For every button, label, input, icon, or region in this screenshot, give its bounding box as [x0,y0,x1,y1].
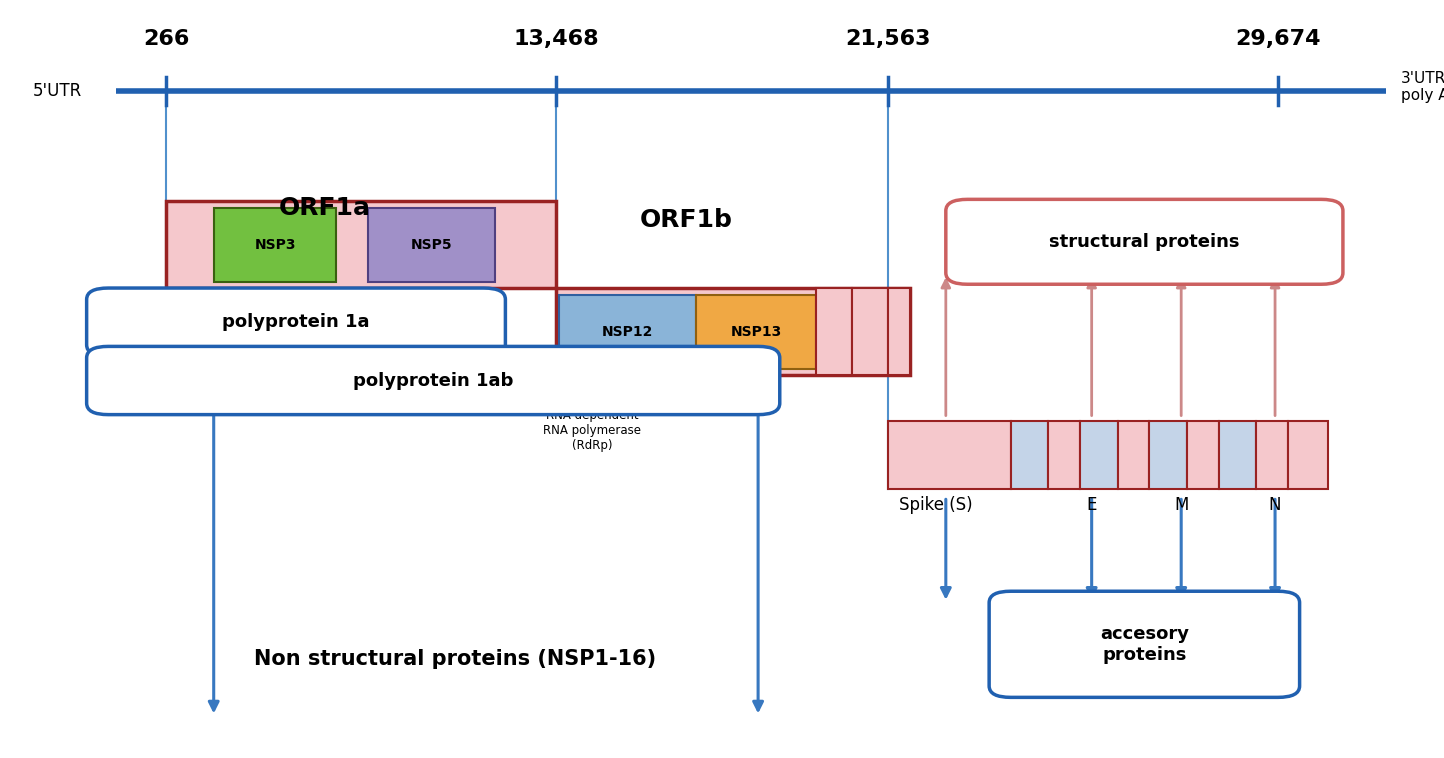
Text: NSP13: NSP13 [731,325,781,339]
FancyBboxPatch shape [1219,421,1256,489]
Text: ORF1a: ORF1a [279,196,371,221]
FancyBboxPatch shape [556,288,910,375]
FancyBboxPatch shape [852,288,888,375]
FancyBboxPatch shape [1118,421,1149,489]
FancyBboxPatch shape [1011,421,1048,489]
FancyBboxPatch shape [214,208,336,282]
Text: 21,563: 21,563 [845,30,931,49]
Text: 5'UTR: 5'UTR [33,82,82,100]
FancyBboxPatch shape [368,208,495,282]
FancyBboxPatch shape [1080,421,1118,489]
FancyBboxPatch shape [166,201,556,288]
FancyBboxPatch shape [1187,421,1219,489]
Text: Spike (S): Spike (S) [900,496,972,515]
Text: NSP12: NSP12 [602,325,653,339]
Text: E: E [1086,496,1097,515]
FancyBboxPatch shape [888,421,1011,489]
FancyBboxPatch shape [87,346,780,415]
Text: ORF1b: ORF1b [640,208,732,232]
Text: 3'UTR
poly A tail: 3'UTR poly A tail [1401,71,1444,103]
Text: 3CL-protease: 3CL-protease [360,305,438,318]
Text: 13,468: 13,468 [513,30,599,49]
Text: structural proteins: structural proteins [1050,233,1239,251]
Text: M: M [1174,496,1188,515]
FancyBboxPatch shape [1149,421,1187,489]
Text: RNA dependent
RNA polymerase
(RdRp): RNA dependent RNA polymerase (RdRp) [543,409,641,453]
FancyBboxPatch shape [696,295,816,369]
FancyBboxPatch shape [816,288,852,375]
FancyBboxPatch shape [989,591,1300,697]
FancyBboxPatch shape [1288,421,1328,489]
Text: polyprotein 1a: polyprotein 1a [222,313,370,331]
Text: Non structural proteins (NSP1-16): Non structural proteins (NSP1-16) [254,650,656,669]
Text: Papain-like
protease: Papain-like protease [221,307,284,335]
FancyBboxPatch shape [1048,421,1080,489]
Text: NSP5: NSP5 [412,238,452,252]
Text: N: N [1269,496,1281,515]
FancyBboxPatch shape [87,288,505,356]
FancyBboxPatch shape [559,295,696,369]
Text: 29,674: 29,674 [1235,30,1321,49]
FancyBboxPatch shape [1256,421,1288,489]
FancyBboxPatch shape [946,199,1343,284]
Text: polyprotein 1ab: polyprotein 1ab [352,371,514,390]
Text: 266: 266 [143,30,189,49]
Text: accesory
proteins: accesory proteins [1100,625,1188,664]
Text: Helicase: Helicase [712,403,761,416]
Text: NSP3: NSP3 [254,238,296,252]
FancyBboxPatch shape [888,288,910,375]
